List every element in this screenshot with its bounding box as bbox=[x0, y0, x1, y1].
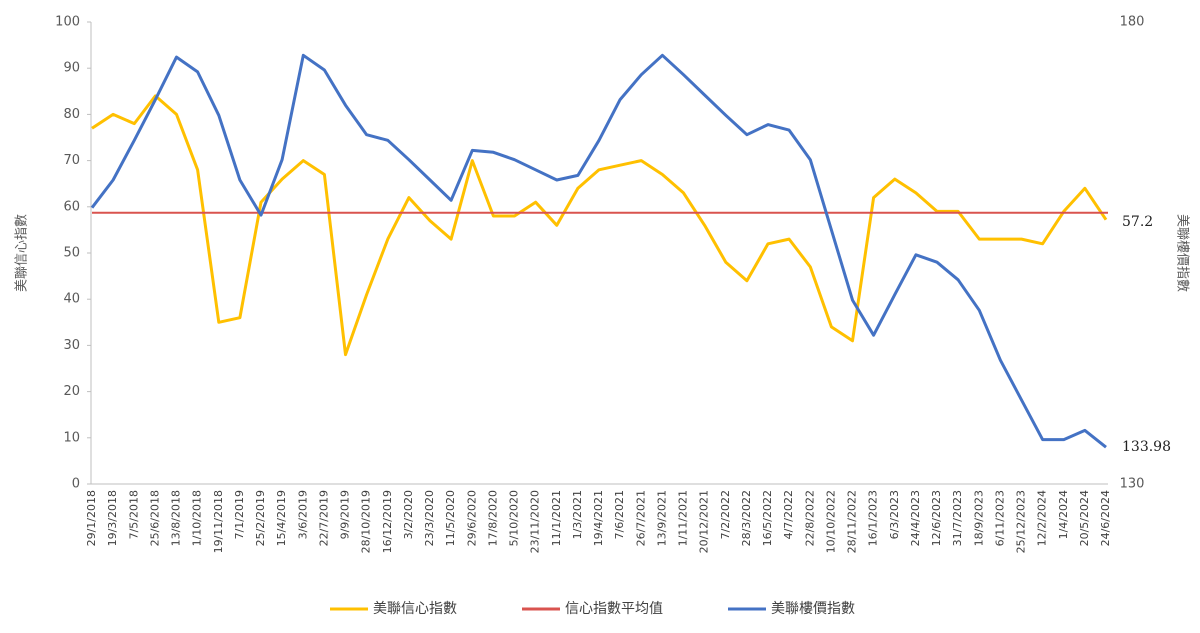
x-tick-label: 1/3/2021 bbox=[571, 490, 584, 539]
y2-axis-title: 美聯樓價指數 bbox=[1175, 214, 1190, 292]
x-tick-label: 9/9/2019 bbox=[339, 490, 352, 539]
y-tick-label: 30 bbox=[63, 338, 80, 353]
x-tick-label: 1/10/2018 bbox=[191, 490, 204, 546]
x-tick-label: 13/8/2018 bbox=[170, 490, 183, 546]
x-tick-label: 11/1/2021 bbox=[550, 490, 563, 546]
series-line bbox=[91, 94, 1108, 357]
y-tick-label: 70 bbox=[63, 153, 80, 168]
y-tick-label: 10 bbox=[63, 430, 80, 445]
x-tick-label: 5/10/2020 bbox=[508, 490, 521, 546]
x-tick-label: 16/1/2023 bbox=[867, 490, 880, 546]
x-tick-label: 15/4/2019 bbox=[275, 490, 288, 546]
x-tick-label: 24/6/2024 bbox=[1099, 490, 1112, 546]
x-tick-label: 12/6/2023 bbox=[930, 490, 943, 546]
y2-tick-label: 180 bbox=[1120, 15, 1145, 30]
x-tick-label: 29/1/2018 bbox=[85, 490, 98, 546]
x-tick-label: 1/11/2021 bbox=[677, 490, 690, 546]
x-tick-label: 1/4/2024 bbox=[1057, 490, 1070, 539]
x-tick-label: 25/2/2019 bbox=[254, 490, 267, 546]
x-tick-label: 22/7/2019 bbox=[317, 490, 330, 546]
end-value-label: 57.2 bbox=[1122, 214, 1153, 230]
y-tick-label: 50 bbox=[63, 246, 80, 261]
y-tick-label: 40 bbox=[63, 292, 80, 307]
y-axis-title: 美聯信心指數 bbox=[15, 214, 30, 292]
x-tick-label: 28/11/2022 bbox=[846, 490, 859, 553]
x-tick-label: 20/5/2024 bbox=[1078, 490, 1091, 546]
x-tick-label: 7/5/2018 bbox=[127, 490, 140, 539]
y-tick-label: 60 bbox=[63, 199, 80, 214]
x-tick-label: 26/7/2021 bbox=[634, 490, 647, 546]
series-line bbox=[90, 53, 1107, 449]
x-tick-label: 6/3/2023 bbox=[888, 490, 901, 539]
x-tick-label: 20/12/2021 bbox=[698, 490, 711, 553]
legend-label: 美聯樓價指數 bbox=[771, 600, 855, 617]
x-tick-label: 3/6/2019 bbox=[296, 490, 309, 539]
x-tick-label: 19/11/2018 bbox=[212, 490, 225, 553]
x-tick-label: 7/6/2021 bbox=[613, 490, 626, 539]
y-tick-label: 20 bbox=[63, 384, 80, 399]
y2-tick-label: 130 bbox=[1120, 477, 1145, 492]
x-tick-label: 18/9/2023 bbox=[972, 490, 985, 546]
x-tick-label: 17/8/2020 bbox=[486, 490, 499, 546]
x-tick-label: 28/3/2022 bbox=[740, 490, 753, 546]
x-tick-label: 10/10/2022 bbox=[824, 490, 837, 553]
x-tick-label: 23/11/2020 bbox=[529, 490, 542, 553]
y-tick-label: 100 bbox=[55, 15, 80, 30]
x-tick-label: 19/4/2021 bbox=[592, 490, 605, 546]
x-tick-label: 19/3/2018 bbox=[106, 490, 119, 546]
x-tick-label: 16/5/2022 bbox=[761, 490, 774, 546]
x-tick-label: 7/1/2019 bbox=[233, 490, 246, 539]
x-tick-label: 25/12/2023 bbox=[1015, 490, 1028, 553]
x-tick-label: 11/5/2020 bbox=[444, 490, 457, 546]
x-tick-label: 16/12/2019 bbox=[381, 490, 394, 553]
x-tick-label: 22/8/2022 bbox=[803, 490, 816, 546]
legend-label: 美聯信心指數 bbox=[373, 601, 457, 617]
x-tick-label: 3/2/2020 bbox=[402, 490, 415, 539]
x-tick-label: 6/11/2023 bbox=[993, 490, 1006, 546]
y-tick-label: 0 bbox=[72, 477, 80, 492]
x-tick-label: 28/10/2019 bbox=[360, 490, 373, 553]
x-tick-label: 29/6/2020 bbox=[465, 490, 478, 546]
x-tick-label: 24/4/2023 bbox=[909, 490, 922, 546]
x-tick-label: 4/7/2022 bbox=[782, 490, 795, 539]
x-tick-label: 25/6/2018 bbox=[148, 490, 161, 546]
x-tick-label: 23/3/2020 bbox=[423, 490, 436, 546]
y-tick-label: 90 bbox=[63, 61, 80, 76]
y-tick-label: 80 bbox=[63, 107, 80, 122]
x-tick-label: 12/2/2024 bbox=[1036, 490, 1049, 546]
x-tick-label: 31/7/2023 bbox=[951, 490, 964, 546]
x-tick-label: 7/2/2022 bbox=[719, 490, 732, 539]
end-value-label: 133.98 bbox=[1122, 439, 1171, 455]
legend-label: 信心指數平均值 bbox=[565, 601, 663, 617]
x-tick-label: 13/9/2021 bbox=[655, 490, 668, 546]
